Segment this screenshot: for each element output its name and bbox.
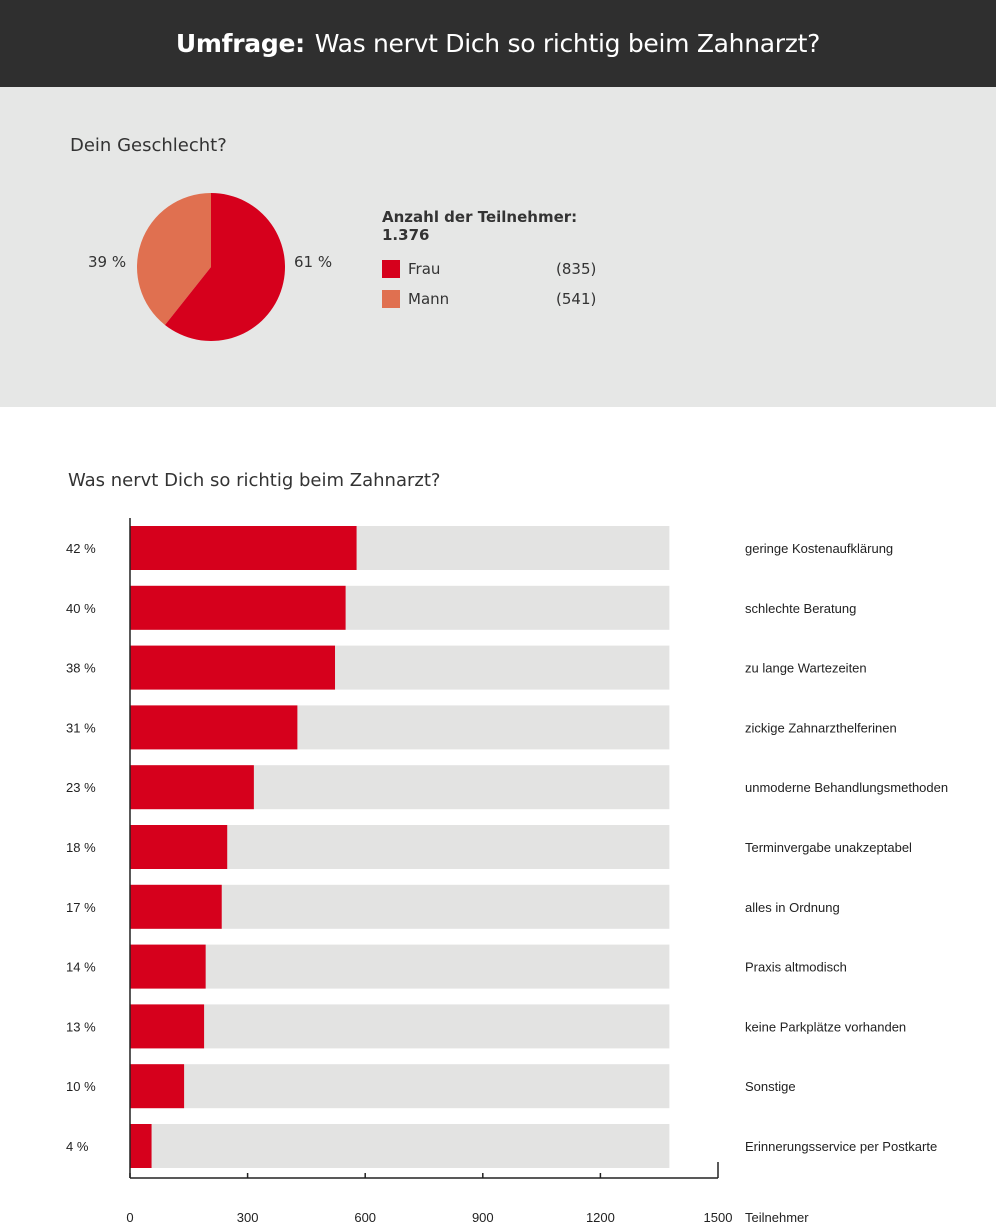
bar-percent-label: 23 % (66, 780, 96, 795)
bar-category-label: schlechte Beratung (745, 601, 856, 616)
legend-count-mann: (541) (556, 290, 597, 308)
bar-track (130, 1124, 670, 1168)
bar (130, 1004, 205, 1049)
gender-legend: Anzahl der Teilnehmer: 1.376 Frau (835) … (382, 208, 602, 314)
x-tick-label: 1500 (704, 1210, 733, 1222)
complaints-bar-chart: 42 % geringe Kostenaufklärung 40 % schlecht… (66, 518, 948, 1222)
pie-slice-female (164, 193, 285, 341)
legend-title: Anzahl der Teilnehmer: 1.376 (382, 208, 578, 244)
bar-category-label: geringe Kostenaufklärung (745, 541, 893, 556)
bar-category-label: Erinnerungsservice per Postkarte (745, 1139, 937, 1154)
x-tick-label: 600 (354, 1210, 376, 1222)
bar-category-label: zickige Zahnarzthelferinen (745, 720, 897, 735)
bar-chart-title: Was nervt Dich so richtig beim Zahnarzt? (68, 470, 441, 491)
bar-percent-label: 38 % (66, 661, 96, 676)
page-header: Umfrage: Was nervt Dich so richtig beim … (0, 0, 996, 87)
bar-track (130, 944, 670, 989)
bar-percent-label: 40 % (66, 601, 96, 616)
bar (130, 765, 254, 810)
bar-track (130, 1064, 670, 1109)
legend-swatch-frau (382, 260, 400, 278)
legend-label-frau: Frau (408, 260, 441, 278)
x-tick-label: 900 (472, 1210, 494, 1222)
gender-panel: Dein Geschlecht? 61 % 39 % Anzahl der Te… (0, 87, 996, 407)
bar-percent-label: 4 % (66, 1139, 89, 1154)
legend-item-frau: Frau (835) (382, 254, 602, 284)
bar (130, 705, 298, 750)
pie-label-female: 61 % (294, 253, 333, 271)
gender-question: Dein Geschlecht? (70, 135, 227, 156)
bar (130, 825, 228, 869)
bar (130, 645, 336, 690)
bar-category-label: alles in Ordnung (745, 900, 840, 915)
header-title-bold: Umfrage: (175, 29, 305, 58)
x-tick-label: 300 (237, 1210, 259, 1222)
bar-percent-label: 31 % (66, 720, 96, 735)
bar (130, 884, 222, 929)
legend-item-mann: Mann (541) (382, 284, 602, 314)
pie-slice-male (137, 193, 211, 325)
bar-percent-label: 10 % (66, 1079, 96, 1094)
x-tick-label: 1200 (586, 1210, 615, 1222)
legend-count-frau: (835) (556, 260, 597, 278)
legend-label-mann: Mann (408, 290, 450, 308)
bar (130, 944, 206, 989)
bar-category-label: zu lange Wartezeiten (745, 661, 867, 676)
pie-label-male: 39 % (88, 253, 127, 271)
header-title: Was nervt Dich so richtig beim Zahnarzt? (314, 29, 821, 58)
bar-percent-label: 17 % (66, 900, 96, 915)
bar-category-label: Terminvergabe unakzeptabel (745, 840, 912, 855)
bar (130, 585, 346, 630)
legend-swatch-mann (382, 290, 400, 308)
bar-percent-label: 13 % (66, 1019, 96, 1034)
bar-category-label: unmoderne Behandlungsmethoden (745, 780, 948, 795)
gender-pie-chart (137, 193, 285, 341)
bar-category-label: keine Parkplätze vorhanden (745, 1019, 906, 1034)
bar (130, 526, 357, 570)
bar-category-label: Sonstige (745, 1079, 796, 1094)
bar-percent-label: 14 % (66, 960, 96, 975)
bar-track (130, 1004, 670, 1049)
x-axis-label: Teilnehmer (745, 1210, 809, 1222)
bar-percent-label: 18 % (66, 840, 96, 855)
bar-percent-label: 42 % (66, 541, 96, 556)
bar (130, 1064, 185, 1109)
bar-category-label: Praxis altmodisch (745, 960, 847, 975)
bar (130, 1124, 152, 1168)
x-tick-label: 0 (126, 1210, 133, 1222)
